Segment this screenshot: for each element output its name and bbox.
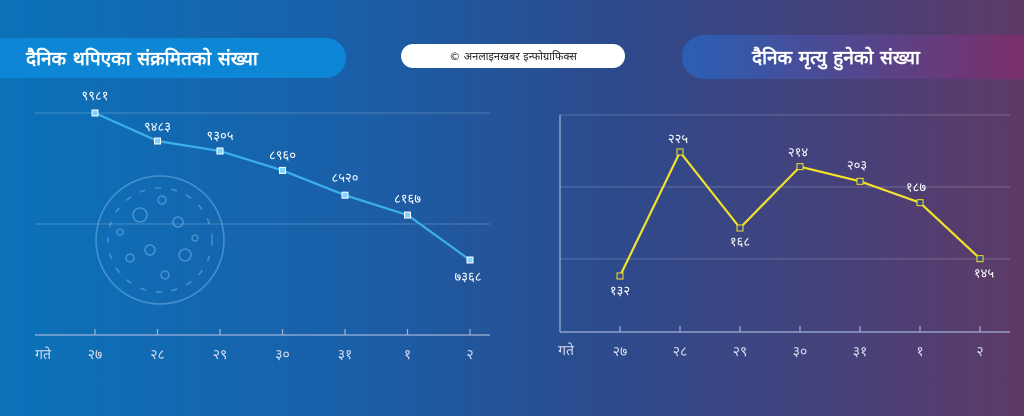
left-data-label: ८५२०	[331, 171, 358, 186]
right-data-label: २२५	[668, 132, 689, 147]
right-x-axis-label: गते	[558, 342, 575, 359]
right-x-tick-label: २	[976, 344, 983, 360]
left-data-point	[341, 191, 349, 199]
right-data-label: २१४	[788, 146, 809, 161]
left-x-tick-label: २८	[150, 347, 165, 363]
right-data-label: १६८	[730, 235, 751, 250]
right-data-label: १३२	[610, 284, 630, 299]
right-data-point	[736, 224, 744, 232]
right-x-tick-label: ३०	[793, 344, 808, 360]
right-x-tick-label: २८	[673, 344, 688, 360]
right-x-tick-label: ३१	[853, 344, 868, 360]
left-data-point	[279, 166, 286, 174]
left-x-tick-label: १	[404, 347, 411, 363]
right-data-point	[976, 255, 984, 263]
left-data-point	[216, 147, 224, 155]
right-data-label: १८७	[906, 181, 927, 196]
left-data-label: ९९८१	[81, 89, 108, 104]
right-data-label: २०३	[847, 158, 867, 173]
left-x-tick-label: २९	[213, 347, 228, 363]
right-x-tick-label: २९	[733, 344, 748, 360]
right-data-point	[616, 272, 624, 280]
left-data-point	[466, 256, 474, 264]
right-gridlines	[560, 114, 1010, 260]
left-data-point	[154, 137, 161, 145]
left-data-point	[91, 109, 99, 117]
left-gridlines	[35, 112, 490, 225]
left-data-point	[404, 211, 411, 219]
left-chart: गते २७ २८ २९ ३० ३१ १ २ ९९८१ ९४८३ ९३०५ ८९६० ८५२० ८१६…	[35, 89, 490, 363]
right-data-point	[856, 177, 864, 185]
left-data-label: ८१६७	[394, 192, 421, 207]
left-chart-title: दैनिक थपिएका संक्रमितको संख्या	[0, 38, 346, 78]
virus-icon	[95, 175, 225, 305]
left-x-tick-label: २	[466, 347, 473, 363]
left-data-label: ८९६०	[269, 148, 296, 163]
right-x-tick-label: २७	[613, 344, 628, 360]
right-x-tick-label: १	[916, 344, 923, 360]
left-series-line	[94, 111, 471, 261]
right-chart-title: दैनिक मृत्यु हुनेको संख्या	[682, 35, 1024, 79]
left-x-tick-label: ३१	[338, 347, 353, 363]
left-data-label: ९३०५	[206, 129, 233, 144]
right-data-point	[676, 148, 684, 156]
left-x-tick-label: २७	[88, 347, 103, 363]
right-series-line	[619, 149, 981, 277]
right-chart: गते २७ २८ २९ ३० ३१ १ २ १३२ २२५ १६८ २१४ २०३ १८७ १४५	[558, 114, 1010, 360]
left-data-label: ७३६८	[454, 270, 481, 285]
left-x-tick-label: ३०	[275, 347, 290, 363]
right-data-point	[916, 199, 924, 207]
credit-badge: © अनलाइनखबर इन्फोग्राफिक्स	[401, 44, 625, 68]
right-data-point	[796, 163, 804, 171]
left-data-label: ९४८३	[144, 120, 171, 135]
right-data-label: १४५	[974, 267, 995, 282]
left-x-axis-label: गते	[35, 346, 52, 363]
